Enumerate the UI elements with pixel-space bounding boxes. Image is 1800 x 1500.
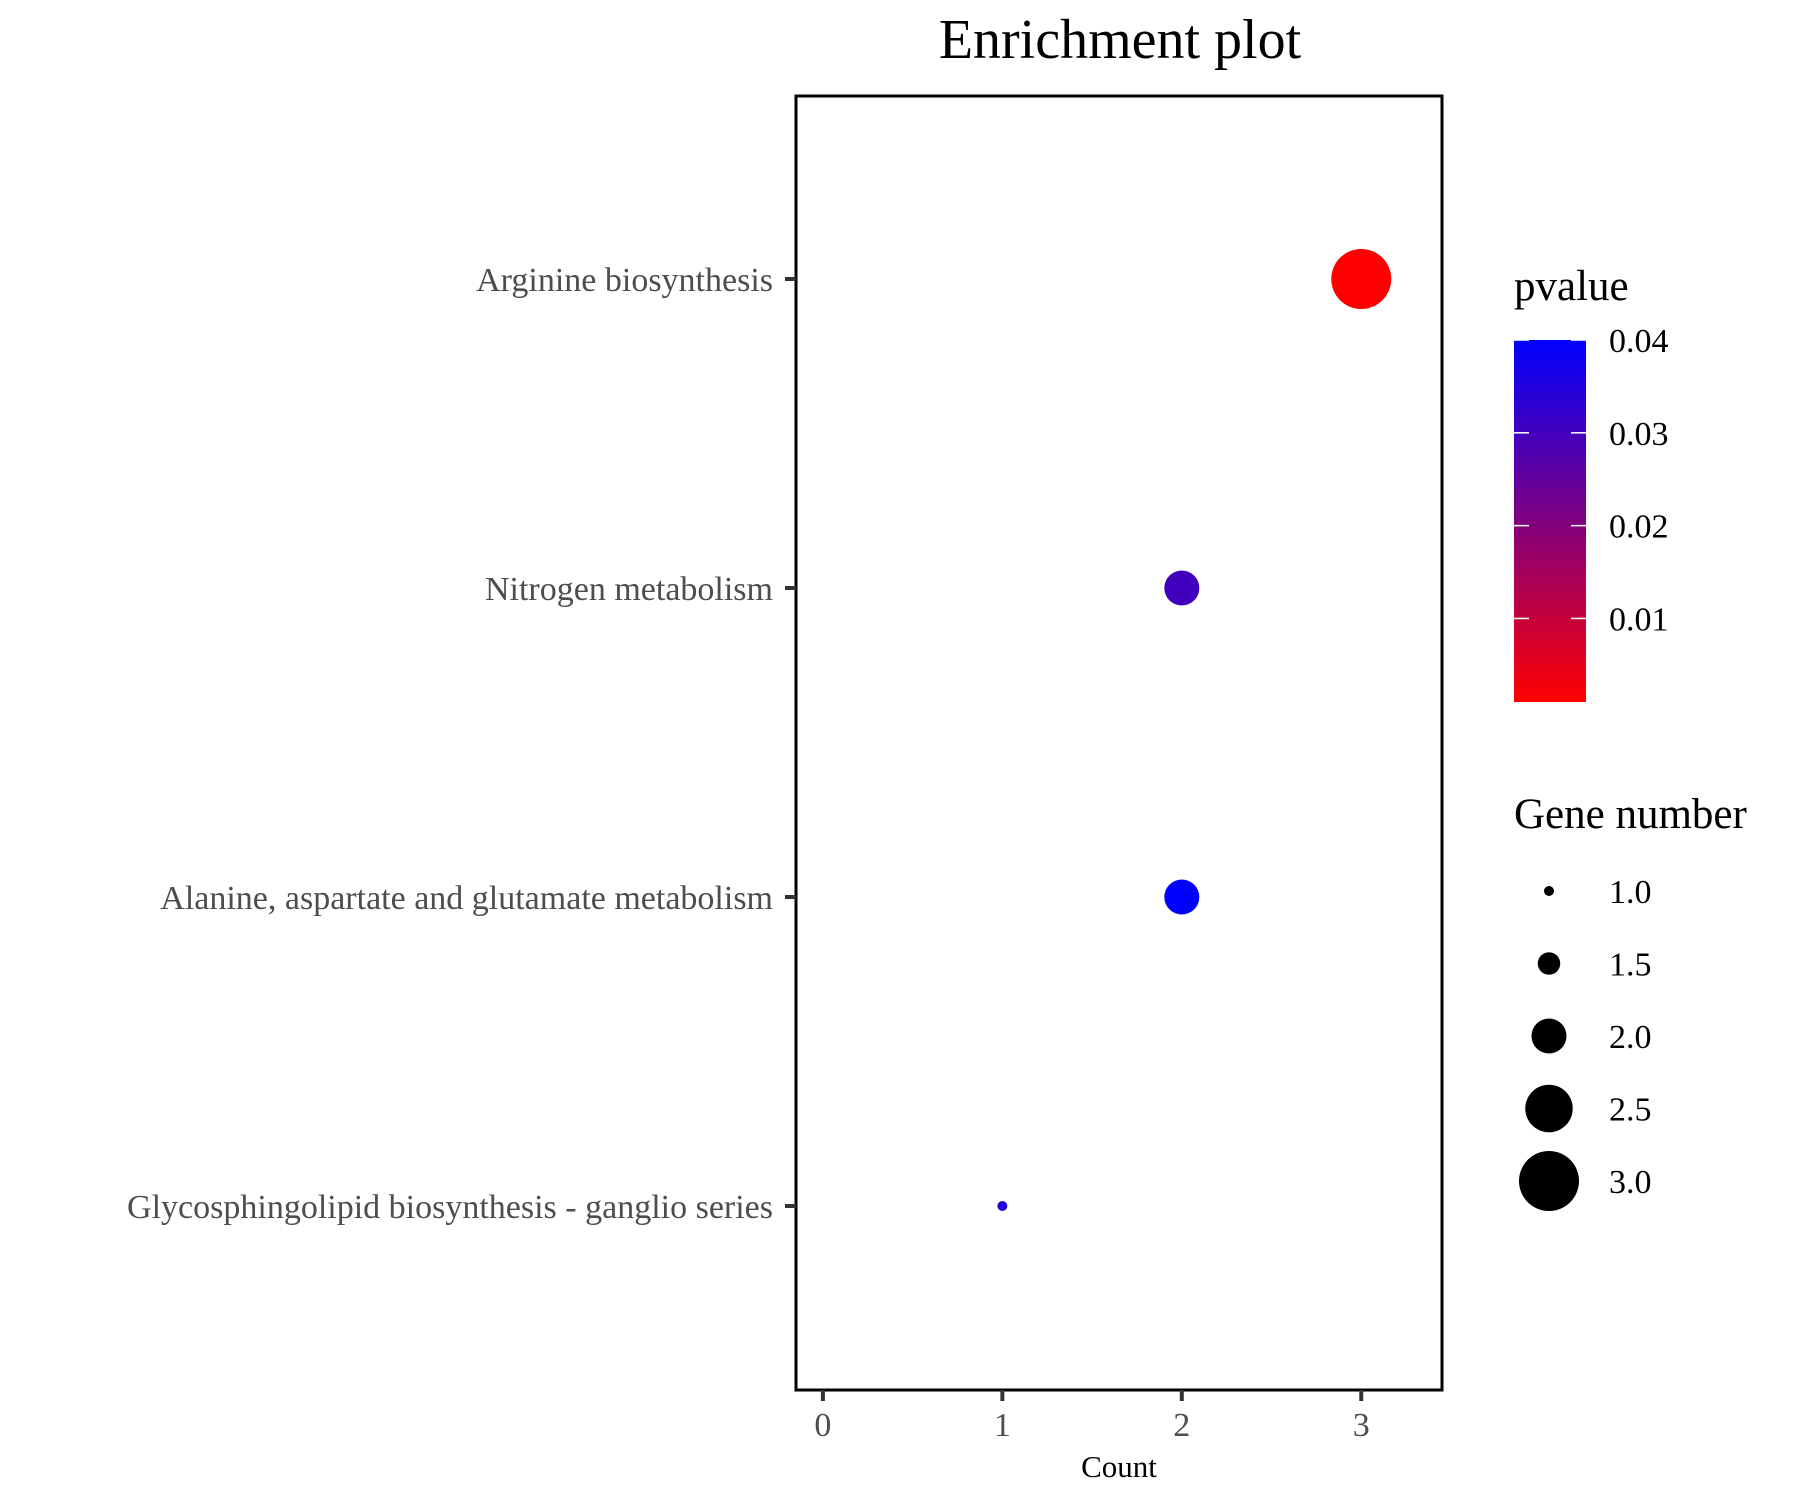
colorbar-label: 0.03 (1609, 416, 1669, 453)
size-legend-label: 2.5 (1609, 1092, 1652, 1129)
colorbar-label: 0.02 (1609, 509, 1669, 546)
gene-number-legend-title: Gene number (1514, 791, 1747, 838)
size-legend-key (1531, 1018, 1567, 1054)
x-tick-label: 3 (1353, 1407, 1370, 1444)
y-tick-label: Nitrogen metabolism (485, 571, 773, 608)
colorbar-label: 0.04 (1609, 323, 1669, 360)
pvalue-colorbar (1514, 340, 1586, 702)
data-point (997, 1201, 1008, 1211)
x-tick-label: 1 (994, 1407, 1011, 1444)
pvalue-legend: pvalue 0.04 0.03 0.02 0.01 (1514, 263, 1669, 702)
size-legend-label: 2.0 (1609, 1019, 1652, 1056)
data-point (1164, 570, 1200, 606)
size-legend-key (1544, 886, 1554, 896)
x-tick-label: 0 (814, 1407, 831, 1444)
size-legend-label: 3.0 (1609, 1164, 1652, 1201)
size-legend-key (1525, 1084, 1573, 1133)
plot-panel (794, 94, 1444, 1392)
y-tick-label: Arginine biosynthesis (476, 262, 773, 299)
size-legend-key (1537, 952, 1561, 975)
gene-number-legend: Gene number 1.0 1.5 2.0 2.5 3.0 (1514, 791, 1747, 1211)
y-axis: Arginine biosynthesis Nitrogen metabolism… (127, 262, 796, 1226)
data-point (1164, 879, 1200, 915)
x-axis-label: Count (1081, 1449, 1157, 1484)
colorbar-label: 0.01 (1609, 601, 1669, 638)
pvalue-legend-title: pvalue (1514, 263, 1629, 310)
data-point (1331, 249, 1392, 309)
x-axis: 0 1 2 3 (814, 1390, 1370, 1444)
size-legend-label: 1.0 (1609, 874, 1652, 911)
size-legend-label: 1.5 (1609, 947, 1652, 984)
y-tick-label: Alanine, aspartate and glutamate metabol… (160, 880, 773, 917)
size-legend-key (1519, 1151, 1579, 1211)
data-points (997, 249, 1392, 1211)
chart-title: Enrichment plot (939, 9, 1302, 71)
y-tick-label: Glycosphingolipid biosynthesis - ganglio… (127, 1189, 773, 1226)
x-tick-label: 2 (1173, 1407, 1190, 1444)
